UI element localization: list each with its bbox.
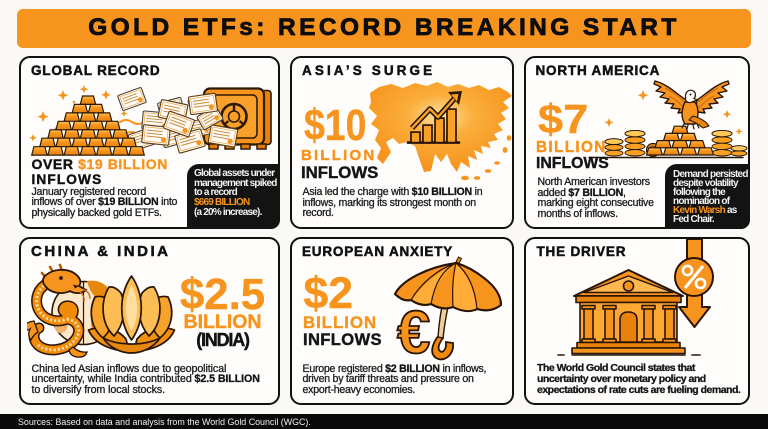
svg-text:€: € [397,299,430,363]
